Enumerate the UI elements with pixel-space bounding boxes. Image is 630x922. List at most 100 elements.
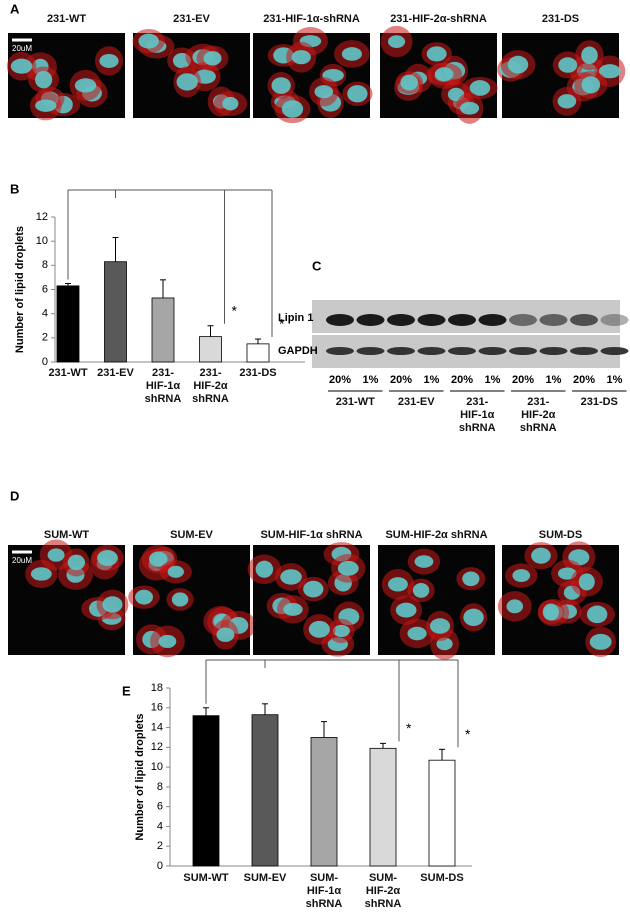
nucleus bbox=[407, 626, 427, 641]
nucleus bbox=[395, 602, 417, 618]
nucleus bbox=[429, 618, 451, 634]
bar bbox=[199, 336, 222, 363]
panel-label: D bbox=[10, 488, 19, 503]
lane-label: 20% bbox=[512, 374, 534, 386]
micrograph bbox=[8, 539, 129, 655]
blot-row-label: Lipin 1 bbox=[278, 312, 313, 324]
bar bbox=[104, 261, 127, 363]
nucleus bbox=[434, 67, 454, 82]
nucleus bbox=[387, 35, 406, 49]
image-title: 231-HIF-2α-shRNA bbox=[390, 13, 487, 25]
x-tick-label: SUM- HIF-1α shRNA bbox=[305, 872, 343, 910]
micrograph bbox=[378, 545, 495, 660]
bar bbox=[246, 343, 270, 363]
panel-label: C bbox=[312, 258, 322, 273]
x-tick-label: 231-WT bbox=[48, 367, 88, 379]
x-tick-label: SUM-EV bbox=[243, 872, 287, 884]
band bbox=[326, 347, 354, 355]
y-tick-label: 8 bbox=[157, 781, 163, 793]
nucleus bbox=[280, 569, 302, 585]
band bbox=[478, 314, 507, 326]
x-tick-label: 231- HIF-1α shRNA bbox=[144, 367, 182, 405]
nucleus bbox=[469, 80, 491, 96]
micrograph bbox=[497, 541, 619, 658]
micrograph bbox=[380, 25, 498, 124]
y-tick-label: 0 bbox=[42, 356, 48, 368]
micrograph bbox=[247, 542, 370, 657]
group-label: 231-DS bbox=[580, 396, 618, 408]
group-label: 231-WT bbox=[335, 396, 375, 408]
nucleus bbox=[400, 74, 419, 91]
y-tick-label: 4 bbox=[157, 820, 163, 832]
band bbox=[570, 347, 598, 355]
nucleus bbox=[303, 580, 324, 598]
band bbox=[387, 347, 415, 355]
y-tick-label: 10 bbox=[36, 235, 48, 247]
band bbox=[417, 314, 446, 326]
nucleus bbox=[47, 548, 65, 562]
lane-label: 20% bbox=[573, 374, 595, 386]
band bbox=[448, 347, 476, 355]
nucleus bbox=[148, 551, 168, 567]
bar bbox=[192, 715, 220, 867]
y-tick-label: 6 bbox=[42, 283, 48, 295]
y-tick-label: 2 bbox=[157, 840, 163, 852]
nucleus bbox=[347, 85, 368, 103]
band bbox=[387, 314, 415, 326]
lane-label: 20% bbox=[451, 374, 473, 386]
nucleus bbox=[281, 100, 304, 118]
y-tick-label: 4 bbox=[42, 308, 48, 320]
nucleus bbox=[35, 70, 53, 89]
nucleus bbox=[176, 73, 198, 91]
lane-label: 1% bbox=[546, 374, 562, 386]
nucleus bbox=[283, 602, 303, 616]
x-tick-label: SUM- HIF-2α shRNA bbox=[364, 872, 402, 910]
band bbox=[509, 347, 537, 355]
bar bbox=[251, 714, 279, 867]
micrograph bbox=[132, 28, 250, 118]
image-title: 231-DS bbox=[541, 13, 580, 25]
nucleus bbox=[581, 46, 598, 65]
nucleus bbox=[167, 565, 184, 578]
band bbox=[356, 347, 385, 355]
nucleus bbox=[332, 624, 350, 637]
image-title: 231-EV bbox=[173, 13, 210, 25]
y-axis-label: Number of lipid droplets bbox=[134, 713, 146, 840]
nucleus bbox=[337, 560, 359, 576]
nucleus bbox=[581, 76, 601, 94]
nucleus bbox=[67, 554, 86, 571]
nucleus bbox=[558, 57, 578, 73]
panel-label: E bbox=[122, 683, 131, 698]
micrograph bbox=[497, 33, 626, 118]
lane-label: 1% bbox=[485, 374, 501, 386]
y-tick-label: 0 bbox=[157, 860, 163, 872]
nucleus bbox=[557, 94, 577, 109]
micrograph bbox=[253, 27, 373, 124]
nucleus bbox=[463, 608, 484, 627]
nucleus bbox=[222, 96, 239, 111]
nucleus bbox=[99, 53, 119, 68]
nucleus bbox=[97, 549, 118, 566]
scale-bar-label: 20uM bbox=[12, 556, 32, 565]
micrograph bbox=[6, 33, 125, 121]
band bbox=[356, 314, 385, 326]
band bbox=[539, 314, 568, 326]
x-tick-label: 231- HIF-2α shRNA bbox=[192, 367, 229, 405]
nucleus bbox=[414, 555, 434, 568]
band bbox=[600, 347, 629, 355]
bar bbox=[56, 285, 80, 363]
nucleus bbox=[135, 589, 153, 605]
nucleus bbox=[507, 55, 529, 74]
band bbox=[326, 314, 354, 326]
nucleus bbox=[102, 596, 123, 613]
nucleus bbox=[308, 620, 330, 638]
image-title: SUM-WT bbox=[43, 529, 90, 541]
nucleus bbox=[171, 592, 189, 607]
nucleus bbox=[203, 51, 222, 66]
lane-label: 1% bbox=[607, 374, 623, 386]
y-tick-label: 6 bbox=[157, 801, 163, 813]
nucleus bbox=[216, 627, 235, 642]
lane-label: 20% bbox=[329, 374, 351, 386]
bar bbox=[428, 759, 456, 867]
